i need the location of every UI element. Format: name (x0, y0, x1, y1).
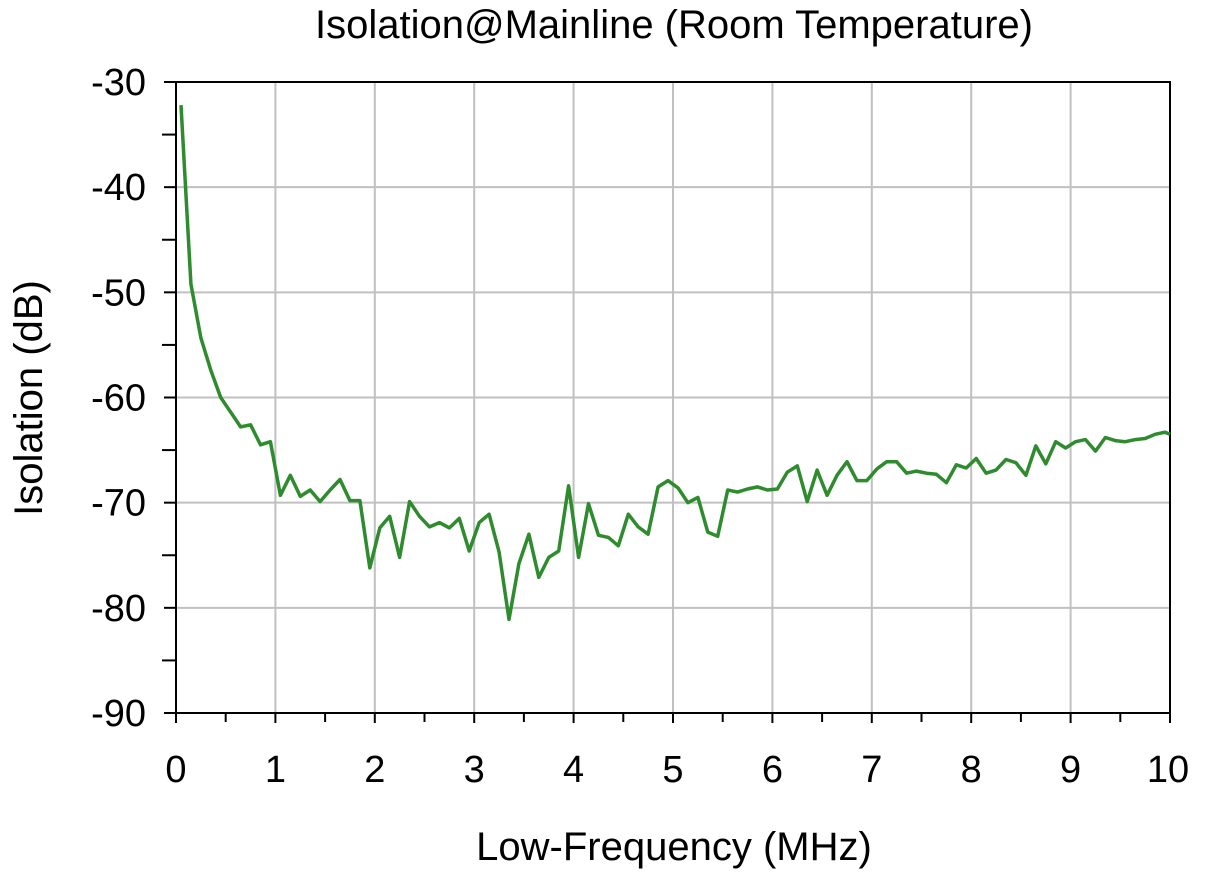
x-tick-label: 3 (464, 749, 485, 791)
y-tick-label: -50 (91, 272, 146, 314)
x-tick-labels: 0 1 2 3 4 5 6 7 8 9 10 (165, 749, 1189, 791)
x-tick-label: 1 (265, 749, 286, 791)
x-tick-label: 2 (364, 749, 385, 791)
series-line (179, 105, 1171, 622)
series-layer (179, 105, 1171, 622)
y-tick-label: -40 (91, 167, 146, 209)
x-tick-label: 10 (1147, 749, 1189, 791)
x-tick-label: 5 (662, 749, 683, 791)
x-tick-label: 9 (1060, 749, 1081, 791)
y-tick-labels: -90 -80 -70 -60 -50 -40 -30 (91, 62, 146, 735)
y-tick-label: -70 (91, 483, 146, 525)
chart-title: Isolation@Mainline (Room Temperature) (315, 3, 1033, 47)
y-tick-label: -80 (91, 588, 146, 630)
grid-lines (176, 82, 1170, 713)
x-tick-label: 7 (861, 749, 882, 791)
plot-frame (175, 81, 1171, 714)
x-tick-label: 4 (563, 749, 584, 791)
x-tick-label: 8 (961, 749, 982, 791)
y-axis-label: Isolation (dB) (7, 280, 51, 516)
y-tick-label: -60 (91, 378, 146, 420)
minor-ticks (162, 81, 1171, 723)
y-tick-label: -90 (91, 693, 146, 735)
x-tick-label: 0 (165, 749, 186, 791)
y-tick-label: -30 (91, 62, 146, 104)
x-axis-label: Low-Frequency (MHz) (476, 825, 872, 869)
x-tick-label: 6 (762, 749, 783, 791)
